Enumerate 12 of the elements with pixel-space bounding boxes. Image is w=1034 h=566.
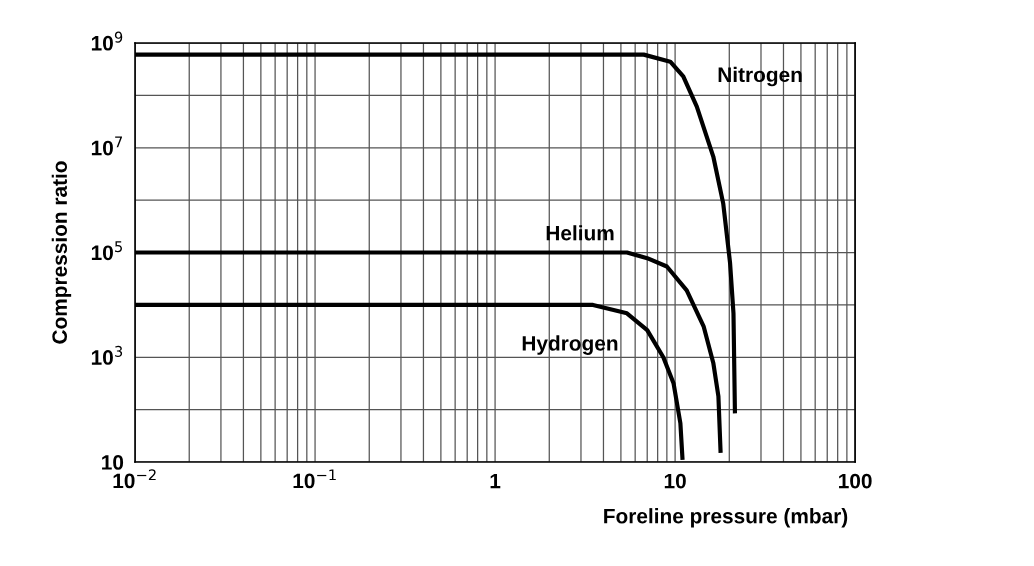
y-tick-label: 10$^{5}$ — [91, 241, 122, 261]
x-axis-title: Foreline pressure (mbar) — [604, 508, 848, 528]
x-tick-label: 100 — [839, 473, 872, 489]
x-tick-label: 10 — [664, 473, 686, 489]
y-tick-label: 10$^{7}$ — [91, 136, 122, 156]
y-axis-title: Compression ratio — [51, 161, 72, 344]
y-tick-label: 10$^{9}$ — [91, 31, 123, 51]
x-tick-label: 10$^{−2}$ — [113, 469, 156, 489]
x-tick-label: 1 — [490, 473, 501, 489]
y-tick-label: 10 — [102, 455, 124, 470]
y-tick-label: 10$^{3}$ — [91, 345, 123, 365]
x-tick-label: 10$^{−1}$ — [293, 469, 336, 489]
